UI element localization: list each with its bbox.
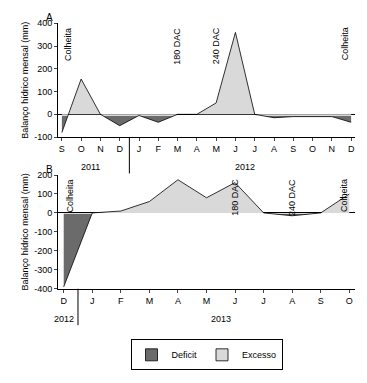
svg-text:0: 0 (47, 109, 52, 119)
svg-text:100: 100 (37, 189, 52, 199)
svg-text:F: F (118, 296, 124, 306)
svg-text:Colheita: Colheita (339, 179, 349, 212)
svg-text:-100: -100 (34, 227, 52, 237)
svg-text:J: J (90, 296, 95, 306)
svg-text:M: M (174, 144, 182, 154)
svg-text:M: M (212, 144, 220, 154)
svg-text:Excesso: Excesso (242, 350, 276, 360)
svg-text:A: A (46, 12, 53, 23)
svg-text:B: B (46, 164, 53, 175)
svg-text:J: J (137, 144, 142, 154)
svg-text:-400: -400 (34, 284, 52, 294)
svg-text:Deficit: Deficit (172, 350, 198, 360)
svg-text:M: M (203, 296, 211, 306)
svg-text:0: 0 (47, 208, 52, 218)
svg-text:A: A (175, 296, 181, 306)
svg-text:J: J (233, 144, 238, 154)
svg-text:200: 200 (37, 170, 52, 180)
svg-text:S: S (59, 144, 65, 154)
svg-text:-100: -100 (34, 132, 52, 142)
svg-text:180 DAC: 180 DAC (230, 179, 240, 216)
svg-text:A: A (271, 144, 277, 154)
svg-text:Colheita: Colheita (65, 179, 75, 212)
svg-text:180 DAC: 180 DAC (172, 28, 182, 65)
svg-text:2012: 2012 (235, 162, 255, 172)
svg-text:M: M (146, 296, 154, 306)
svg-text:O: O (78, 144, 85, 154)
svg-text:Colheita: Colheita (63, 28, 73, 61)
svg-text:O: O (346, 296, 353, 306)
svg-text:100: 100 (37, 87, 52, 97)
svg-text:240 DAC: 240 DAC (287, 179, 297, 216)
svg-text:A: A (289, 296, 295, 306)
svg-text:N: N (97, 144, 104, 154)
svg-text:400: 400 (37, 18, 52, 28)
svg-text:J: J (252, 144, 257, 154)
svg-text:S: S (318, 296, 324, 306)
svg-text:Balanço hídrico mensal (mm): Balanço hídrico mensal (mm) (20, 22, 30, 139)
svg-text:-200: -200 (34, 246, 52, 256)
svg-text:2011: 2011 (81, 162, 100, 172)
svg-text:J: J (233, 296, 238, 306)
svg-text:N: N (329, 144, 336, 154)
svg-text:2012: 2012 (54, 314, 74, 324)
svg-text:F: F (156, 144, 162, 154)
svg-text:D: D (116, 144, 123, 154)
svg-text:Balanço hídrico mensal (mm): Balanço hídrico mensal (mm) (20, 173, 30, 290)
svg-text:Colheita: Colheita (340, 27, 350, 60)
svg-text:S: S (290, 144, 296, 154)
svg-text:300: 300 (37, 41, 52, 51)
svg-text:A: A (194, 144, 200, 154)
svg-text:D: D (60, 296, 67, 306)
svg-text:-300: -300 (34, 265, 52, 275)
svg-text:O: O (309, 144, 316, 154)
svg-text:200: 200 (37, 64, 52, 74)
svg-text:J: J (261, 296, 266, 306)
svg-text:2013: 2013 (211, 314, 231, 324)
svg-text:D: D (348, 144, 355, 154)
svg-text:240 DAC: 240 DAC (211, 27, 221, 64)
